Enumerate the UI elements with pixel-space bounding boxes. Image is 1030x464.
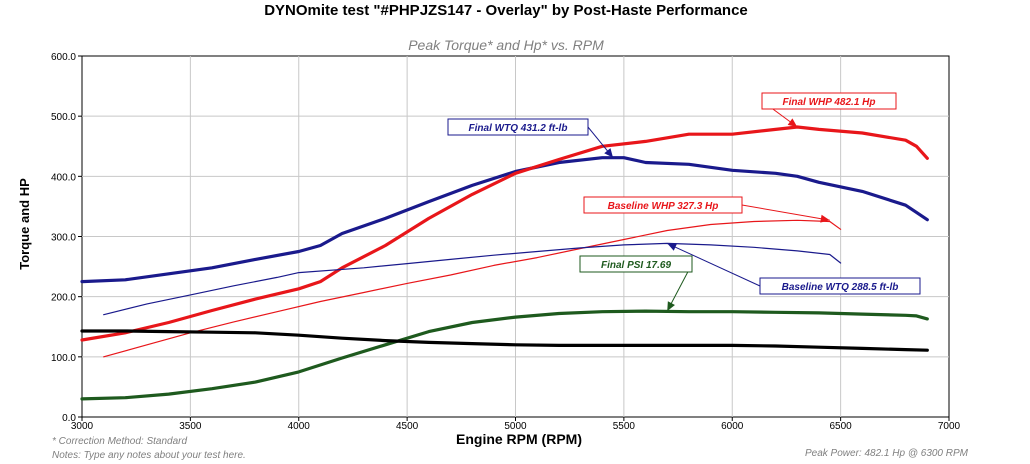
x-tick-label: 4000 [288,421,311,432]
chart-title: DYNOmite test "#PHPJZS147 - Overlay" by … [264,2,748,19]
y-tick-label: 500.0 [51,112,76,123]
annotation-leader-line [667,242,761,287]
y-axis-title: Torque and HP [17,178,32,270]
chart-subtitle: Peak Torque* and Hp* vs. RPM [408,37,604,53]
series-line-final-wtq [80,156,929,284]
series-line-final-whp [80,125,929,342]
annotation-1: Final WTQ 431.2 ft-lb [447,118,614,158]
annotation-label: Final WTQ 431.2 ft-lb [469,123,568,134]
annotation-box [583,196,743,214]
annotation-arrowhead [787,118,798,127]
annotation-arrowhead [667,243,678,251]
x-tick-label: 3500 [179,421,202,432]
annotation-arrowhead [604,148,614,158]
series-line-baseline-whp [103,219,842,358]
annotation-box [759,277,921,295]
series-line-final-psi [80,309,929,401]
correction-method-note: * Correction Method: Standard [52,436,188,447]
annotation-0: Final WHP 482.1 Hp [761,92,897,128]
annotation-label: Baseline WTQ 288.5 ft-lb [782,282,899,293]
series-layer [80,125,929,401]
y-tick-label: 400.0 [51,172,76,183]
y-tick-label: 100.0 [51,353,76,364]
annotation-3: Final PSI 17.69 [579,255,693,312]
annotation-arrowhead [820,214,830,223]
x-tick-label: 7000 [938,421,961,432]
x-axis-title: Engine RPM (RPM) [456,431,582,447]
annotation-label: Baseline WHP 327.3 Hp [608,201,719,212]
y-tick-label: 300.0 [51,233,76,244]
annotation-4: Baseline WTQ 288.5 ft-lb [667,242,921,295]
annotation-box [447,118,589,136]
y-tick-label: 0.0 [62,413,76,424]
annotation-leader-line [741,204,830,221]
notes-line: Notes: Type any notes about your test he… [52,450,246,461]
annotation-label: Final WHP 482.1 Hp [783,97,876,108]
y-tick-label: 600.0 [51,52,76,63]
peak-power-note: Peak Power: 482.1 Hp @ 6300 RPM [805,448,969,459]
grid-lines [82,56,949,417]
annotation-box [579,255,693,273]
x-tick-label: 5500 [613,421,636,432]
x-tick-label: 5000 [504,421,527,432]
annotation-box [761,92,897,110]
x-tick-label: 3000 [71,421,94,432]
series-line-baseline-wtq [103,242,842,316]
axis-ticks: 3000 3500 4000 4500 5000 5500 6000 6500 7000 0.0 1… [51,52,961,432]
series-line-baseline-psi [80,329,929,352]
annotation-layer: Final WHP 482.1 Hp Final WTQ 431.2 ft-lb B… [447,92,921,312]
annotation-arrowhead [667,301,675,312]
x-tick-label: 6500 [830,421,853,432]
y-tick-label: 200.0 [51,293,76,304]
annotation-2: Baseline WHP 327.3 Hp [583,196,830,223]
x-tick-label: 4500 [396,421,419,432]
annotation-label: Final PSI 17.69 [601,260,671,271]
x-tick-label: 6000 [721,421,744,432]
